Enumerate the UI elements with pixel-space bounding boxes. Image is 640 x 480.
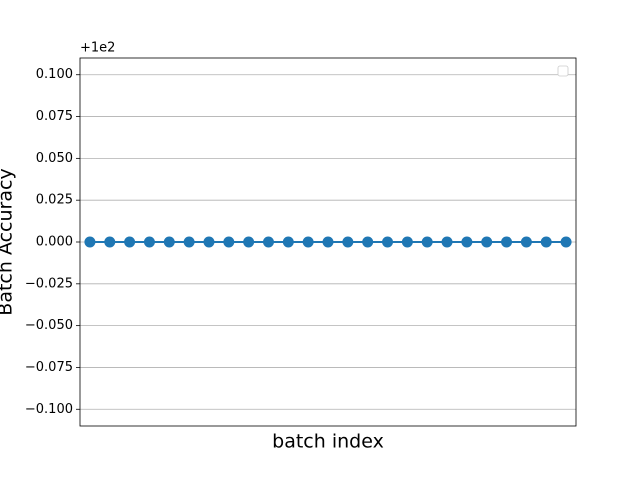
y-tick-label: 0.050	[36, 151, 73, 166]
marker	[322, 236, 334, 248]
y-tick-label: 0.075	[36, 109, 73, 124]
axes-frame	[79, 57, 577, 427]
y-tick-label: −0.075	[25, 360, 73, 375]
y-tick-label: −0.025	[25, 276, 73, 291]
marker	[262, 236, 274, 248]
marker	[560, 236, 572, 248]
marker	[362, 236, 374, 248]
marker	[461, 236, 473, 248]
marker	[104, 236, 116, 248]
y-tick-label: −0.050	[25, 318, 73, 333]
marker	[501, 236, 513, 248]
x-axis-label: batch index	[272, 431, 384, 453]
marker	[143, 236, 155, 248]
legend	[557, 65, 569, 77]
marker	[203, 236, 215, 248]
marker	[282, 236, 294, 248]
marker	[342, 236, 354, 248]
y-tick-label: 0.025	[36, 193, 73, 208]
marker	[401, 236, 413, 248]
marker	[421, 236, 433, 248]
marker	[382, 236, 394, 248]
y-tick-label: −0.100	[25, 402, 73, 417]
marker	[84, 236, 96, 248]
marker	[540, 236, 552, 248]
marker	[163, 236, 175, 248]
y-tick-label: 0.000	[36, 235, 73, 250]
y-axis-label: Batch Accuracy	[0, 168, 17, 315]
marker	[520, 236, 532, 248]
marker	[302, 236, 314, 248]
marker	[183, 236, 195, 248]
y-tick-label: 0.100	[36, 67, 73, 82]
marker	[124, 236, 136, 248]
y-offset-text: +1e2	[80, 41, 115, 56]
marker	[441, 236, 453, 248]
marker	[243, 236, 255, 248]
marker	[481, 236, 493, 248]
marker	[223, 236, 235, 248]
